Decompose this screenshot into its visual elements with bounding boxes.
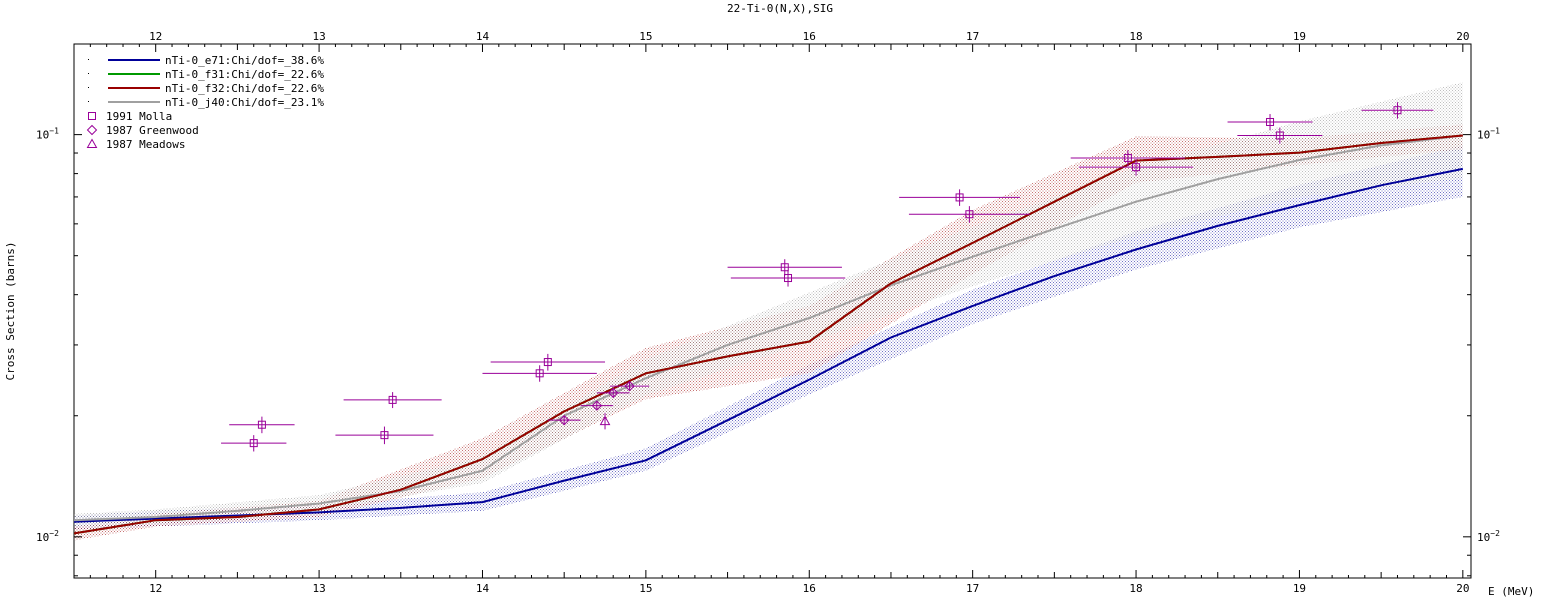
plot-frame: [73, 43, 1472, 579]
y-axis-ticks: 10−1 10−1 10−2 10−2: [36, 127, 1500, 577]
square-marker: [1123, 153, 1132, 162]
experimental-data: [221, 102, 1434, 452]
series-line-j40: [74, 134, 1463, 522]
x-tick-label-top: 17: [966, 30, 979, 43]
x-tick-label: 13: [312, 582, 325, 595]
data-point-square: [1227, 114, 1313, 131]
data-point-square: [727, 259, 842, 276]
diamond-marker: [558, 414, 570, 426]
legend-label: 1991 Molla: [106, 110, 172, 123]
series-line-f32: [74, 134, 1463, 535]
data-point-square: [229, 416, 295, 434]
legend-label: nTi-0_f31:Chi/dof=_22.6%: [165, 68, 324, 81]
legend-item-f32: nTi-0_f32:Chi/dof=_22.6%: [88, 82, 324, 95]
y-axis-label: Cross Section (barns): [4, 241, 17, 380]
legend-dot: [88, 73, 89, 74]
legend-triangle-marker: [86, 138, 98, 148]
square-marker: [543, 358, 552, 367]
square-marker: [1266, 117, 1275, 126]
legend-item-j40: nTi-0_j40:Chi/dof=_23.1%: [88, 96, 324, 109]
x-tick-label: 17: [966, 582, 979, 595]
square-marker: [380, 431, 389, 440]
legend-dot: [88, 59, 89, 60]
data-point-square: [1361, 102, 1434, 119]
square-marker: [784, 274, 793, 283]
data-point-square: [335, 426, 434, 445]
series-line-e71: [74, 167, 1463, 523]
data-point-square: [908, 206, 1030, 223]
x-tick-label-top: 13: [312, 30, 325, 43]
chart-title: 22-Ti-0(N,X),SIG: [727, 2, 833, 15]
data-point-square: [1237, 127, 1323, 144]
legend-label: 1987 Meadows: [106, 138, 185, 151]
data-point-square: [490, 353, 606, 371]
data-point-square: [1078, 159, 1194, 176]
legend-label: 1987 Greenwood: [106, 124, 199, 137]
legend-dot: [88, 87, 89, 88]
data-point-diamond: [609, 380, 650, 392]
x-tick-label: 15: [639, 582, 652, 595]
x-tick-label: 20: [1456, 582, 1469, 595]
x-tick-label-top: 15: [639, 30, 652, 43]
x-tick-label: 18: [1129, 582, 1142, 595]
square-marker: [257, 420, 266, 429]
triangle-marker: [599, 415, 611, 426]
legend-label: nTi-0_j40:Chi/dof=_23.1%: [165, 96, 324, 109]
x-tick-label-top: 14: [476, 30, 490, 43]
x-axis-ticks: 12 12 13 13 14 14 15 15 16 16 17 17 18 18 19 19 20 20: [73, 30, 1469, 595]
band-j40: [74, 82, 1463, 527]
legend-item-e71: nTi-0_e71:Chi/dof=_38.6%: [88, 54, 324, 67]
legend-diamond-marker: [86, 124, 98, 136]
square-marker: [535, 369, 544, 378]
legend-label: nTi-0_f32:Chi/dof=_22.6%: [165, 82, 324, 95]
legend-label: nTi-0_e71:Chi/dof=_38.6%: [165, 54, 324, 67]
square-marker: [388, 395, 397, 404]
x-tick-label: 14: [476, 582, 490, 595]
x-tick-label-top: 18: [1129, 30, 1142, 43]
legend-square-marker: [88, 112, 96, 120]
square-marker: [1132, 163, 1141, 172]
square-marker: [1275, 131, 1284, 140]
y-tick-label-right: 10−2: [1477, 529, 1500, 544]
x-tick-label-top: 19: [1293, 30, 1306, 43]
evaluation-curves: [74, 134, 1463, 535]
legend-dot: [88, 101, 89, 102]
x-tick-label: 19: [1293, 582, 1306, 595]
data-point-square: [1070, 150, 1186, 167]
y-tick-label-right: 10−1: [1477, 127, 1500, 142]
legend-item-f31: nTi-0_f31:Chi/dof=_22.6%: [88, 68, 324, 81]
data-point-square: [343, 392, 442, 409]
data-point-square: [730, 269, 846, 287]
x-tick-label-top: 16: [803, 30, 816, 43]
x-tick-label: 16: [803, 582, 816, 595]
data-point-square: [482, 365, 597, 382]
y-tick-label: 10−1: [36, 127, 59, 142]
diamond-marker: [607, 387, 619, 399]
data-point-square: [899, 189, 1021, 206]
uncertainty-bands: [74, 82, 1463, 541]
diamond-marker: [624, 380, 635, 392]
x-tick-label-top: 12: [149, 30, 162, 43]
data-point-diamond: [547, 414, 581, 426]
square-marker: [780, 263, 789, 272]
legend: nTi-0_e71:Chi/dof=_38.6%nTi-0_f31:Chi/do…: [86, 54, 324, 151]
x-axis-label: E (MeV): [1488, 585, 1534, 598]
x-tick-label-top: 20: [1456, 30, 1469, 43]
legend-item-square: 1991 Molla: [88, 110, 172, 123]
legend-item-diamond: 1987 Greenwood: [86, 124, 199, 137]
data-point-square: [221, 435, 287, 452]
square-marker: [249, 439, 258, 448]
data-point-diamond: [596, 387, 630, 399]
data-point-triangle: [599, 413, 611, 430]
diamond-marker: [591, 400, 603, 411]
y-tick-label: 10−2: [36, 529, 59, 544]
x-tick-label: 12: [149, 582, 162, 595]
legend-item-triangle: 1987 Meadows: [86, 138, 185, 151]
square-marker: [1393, 106, 1402, 115]
square-marker: [955, 193, 964, 202]
data-point-diamond: [580, 400, 614, 411]
square-marker: [965, 210, 974, 219]
